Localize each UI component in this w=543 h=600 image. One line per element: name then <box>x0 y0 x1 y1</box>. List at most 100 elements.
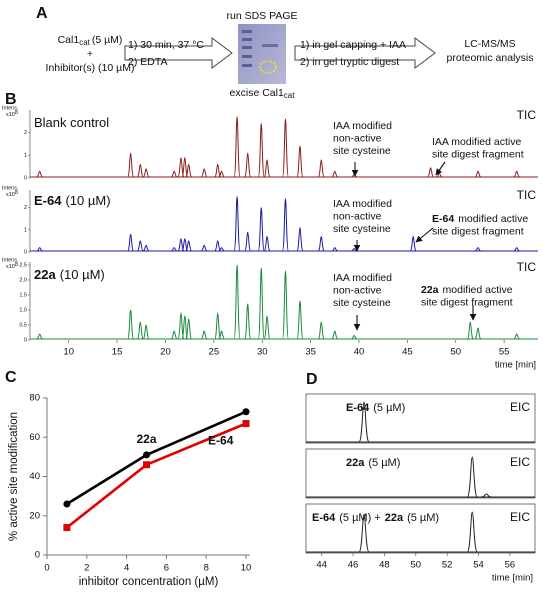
annotation-arrow <box>435 161 446 176</box>
peak <box>331 247 338 252</box>
peak <box>263 315 271 340</box>
y-tick-label: 1.0 <box>19 307 27 313</box>
text-segment: E-64 <box>432 213 454 225</box>
annotation: IAA modified <box>333 272 392 284</box>
y-scale: x108 <box>6 262 18 270</box>
peak <box>36 333 43 340</box>
peak <box>358 401 370 443</box>
y-tick-label: 0 <box>24 249 27 255</box>
x-tick-label: 35 <box>305 347 316 358</box>
peak <box>263 235 271 252</box>
x-axis-label: time [min] <box>492 573 533 584</box>
enzyme-sub: cat <box>79 38 90 47</box>
step: 2) in gel tryptic digest <box>300 56 399 68</box>
peak <box>181 315 189 340</box>
x-tick-label: 6 <box>164 563 169 574</box>
peak <box>427 167 434 178</box>
text-segment: Blank control <box>34 115 109 130</box>
trace-label: E-64 (5 µM) <box>346 402 405 414</box>
annotation: site cysteine <box>333 223 391 235</box>
text-segment: IAA modified <box>333 272 392 284</box>
annotation: E-64 modified active <box>432 213 528 225</box>
point <box>242 420 250 428</box>
peak <box>466 511 478 553</box>
peak <box>142 168 150 178</box>
point <box>143 451 151 459</box>
plot-frame <box>305 448 536 499</box>
text-segment: site digest fragment <box>432 225 524 237</box>
peak <box>474 170 482 178</box>
peak <box>200 168 208 178</box>
peak <box>142 244 150 252</box>
annotation: 22a modified active <box>421 284 513 296</box>
text-segment: (5 µM) <box>368 457 400 469</box>
peak <box>296 300 304 340</box>
y-scale: x108 <box>6 190 18 198</box>
x-tick-label: 48 <box>379 560 390 571</box>
y-axis-label: % active site modification <box>8 412 20 541</box>
y-tick-label: 0.5 <box>19 322 27 328</box>
point <box>143 461 151 469</box>
text-segment: (5 µM) + <box>339 512 380 524</box>
peak <box>317 235 325 252</box>
excise-text: excise Cal1 <box>230 87 284 99</box>
peak <box>218 247 225 252</box>
trace-label: 22a (5 µM) <box>346 457 400 469</box>
peak <box>474 247 482 252</box>
peak <box>36 170 43 178</box>
trace-label: E-64 (10 µM) <box>34 193 111 208</box>
step: 1) in gel capping + IAA <box>300 39 406 51</box>
text-segment: site cysteine <box>333 223 391 235</box>
text-segment: (5 µM) <box>407 512 439 524</box>
text-segment: 22a <box>421 284 439 296</box>
y-scale-base: x10 <box>6 112 15 118</box>
peak <box>200 330 208 340</box>
x-tick-label: 40 <box>354 347 365 358</box>
text-segment: IAA modified <box>333 198 392 210</box>
annotation: site digest fragment <box>432 225 524 237</box>
y-scale-base: x10 <box>6 192 15 198</box>
peak <box>233 196 241 252</box>
y-scale-exp: 8 <box>15 190 18 196</box>
y-tick-label: 80 <box>29 393 40 404</box>
y-scale: x108 <box>6 110 18 118</box>
text-segment: 22a <box>385 512 404 524</box>
x-tick-label: 52 <box>442 560 453 571</box>
y-tick-label: 0 <box>24 337 27 343</box>
text-segment: (10 µM) <box>65 193 110 208</box>
trace-tag: TIC <box>517 260 537 274</box>
gel-title: run SDS PAGE <box>227 10 298 22</box>
x-tick-label: 25 <box>209 347 220 358</box>
y-tick-label: 40 <box>29 471 40 482</box>
peak <box>296 145 304 178</box>
gel-image <box>238 24 286 84</box>
peak <box>331 170 338 178</box>
peak <box>513 170 520 178</box>
peak <box>317 321 325 340</box>
arrow <box>294 37 436 69</box>
x-tick-label: 45 <box>402 347 413 358</box>
x-tick-label: 44 <box>316 560 327 571</box>
peak <box>257 123 265 178</box>
x-tick-label: 50 <box>450 347 461 358</box>
text-segment: (10 µM) <box>60 267 105 282</box>
annotation: non-active <box>333 284 382 296</box>
excise: excise Cal1cat <box>230 87 296 100</box>
peak <box>214 163 222 178</box>
peak <box>244 152 252 178</box>
x-tick-label: 55 <box>499 347 510 358</box>
x-axis-label: time [min] <box>495 360 536 371</box>
y-tick-label: 20 <box>29 510 40 521</box>
peak <box>185 163 193 178</box>
peak <box>281 270 289 340</box>
x-tick-label: 20 <box>160 347 171 358</box>
inhibitor: Inhibitor(s) (10 µM) <box>46 62 135 74</box>
x-tick-label: 54 <box>473 560 484 571</box>
peak <box>171 247 178 252</box>
y-tick-label: 2 <box>24 130 27 136</box>
text-segment: E-64 <box>34 193 62 208</box>
plus: + <box>87 48 93 60</box>
peak <box>181 157 189 178</box>
peak <box>177 312 185 340</box>
